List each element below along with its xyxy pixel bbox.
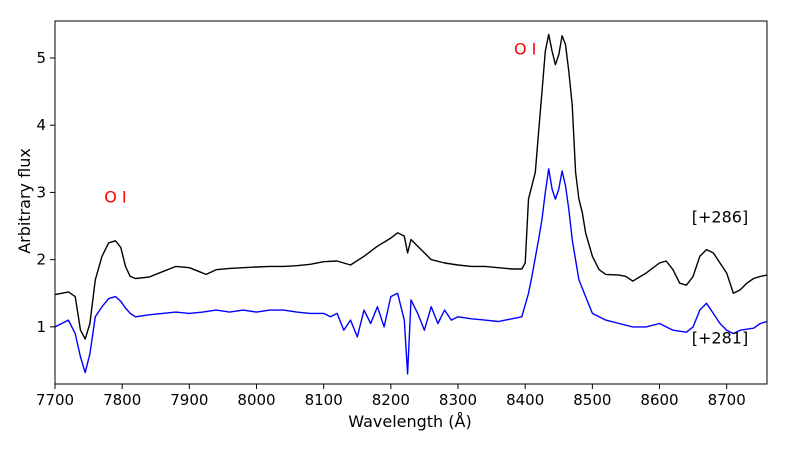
axis-layer: 7700 7800 7900 8000 8100 8200 8300 8400 8500 8600… <box>36 20 768 409</box>
annotation-label: [+286] <box>692 208 748 227</box>
x-tick-label: 8400 <box>506 391 544 409</box>
annotation-label: [+281] <box>692 329 748 348</box>
series-line-2 <box>54 168 768 375</box>
annotation-label: O I <box>514 40 536 59</box>
y-tick-label: 3 <box>36 183 46 201</box>
x-tick-label: 8000 <box>237 391 275 409</box>
x-tick-label: 8700 <box>708 391 746 409</box>
x-tick-label: 7800 <box>103 391 141 409</box>
x-tick-label: 8500 <box>573 391 611 409</box>
series-layer <box>54 33 768 375</box>
annotation-layer: O I O I [+286] [+281] <box>104 40 748 348</box>
plot-frame <box>54 20 768 385</box>
x-tick-label: 8600 <box>640 391 678 409</box>
x-tick-label: 8300 <box>439 391 477 409</box>
x-tick-label: 7900 <box>170 391 208 409</box>
y-tick-label: 5 <box>36 49 46 67</box>
x-tick-label: 8200 <box>372 391 410 409</box>
x-tick-label: 7700 <box>36 391 74 409</box>
x-tick-label: 8100 <box>305 391 343 409</box>
y-tick-label: 1 <box>36 318 46 336</box>
annotation-label: O I <box>104 188 126 207</box>
y-tick-label: 2 <box>36 251 46 269</box>
x-axis-label: Wavelength (Å) <box>348 412 471 431</box>
y-axis-label: Arbitrary flux <box>15 148 34 254</box>
series-line-1 <box>54 33 768 340</box>
y-tick-label: 4 <box>36 116 46 134</box>
